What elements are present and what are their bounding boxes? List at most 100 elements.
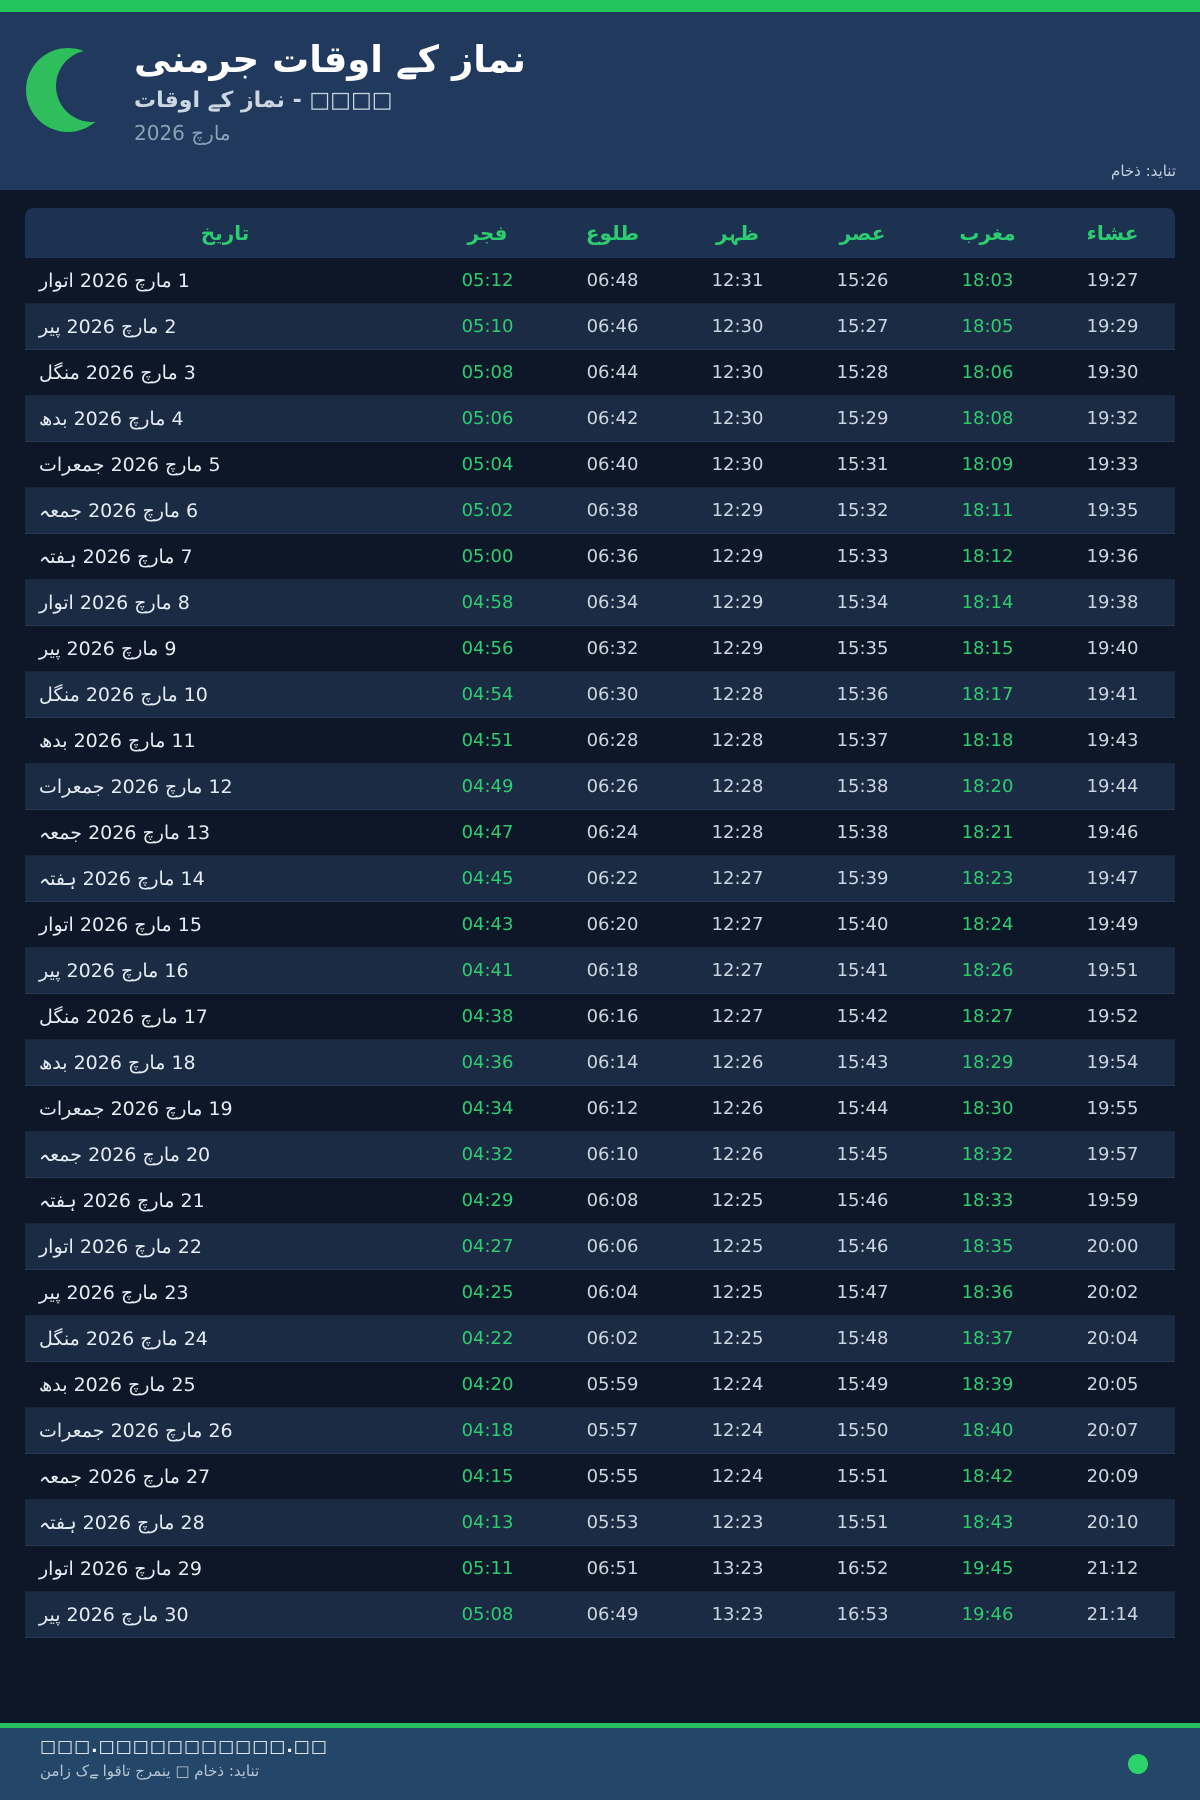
asr-time-cell: 15:39 xyxy=(836,868,889,889)
table-row: 14 مارچ 2026 ہفتہ 04:45 06:22 12:27 15:39 18:… xyxy=(25,856,1175,902)
zuhr-time-cell: 12:25 xyxy=(711,1328,764,1349)
date-cell: 14 مارچ 2026 ہفتہ xyxy=(39,867,205,890)
sunrise-time-cell: 06:49 xyxy=(586,1604,639,1625)
asr-time-cell: 15:33 xyxy=(836,546,889,567)
date-cell: 3 مارچ 2026 منگل xyxy=(39,361,196,384)
maghrib-time-cell: 18:39 xyxy=(961,1374,1014,1395)
zuhr-time-cell: 12:30 xyxy=(711,362,764,383)
asr-time-cell: 15:40 xyxy=(836,914,889,935)
table-row: 7 مارچ 2026 ہفتہ 05:00 06:36 12:29 15:33 18:1… xyxy=(25,534,1175,580)
date-cell: 25 مارچ 2026 بدھ xyxy=(39,1373,196,1396)
asr-time-cell: 15:38 xyxy=(836,776,889,797)
asr-time-cell: 16:52 xyxy=(836,1558,889,1579)
sunrise-time-cell: 06:16 xyxy=(586,1006,639,1027)
date-cell: 5 مارچ 2026 جمعرات xyxy=(39,453,221,476)
sunrise-time-cell: 06:48 xyxy=(586,270,639,291)
table-row: 29 مارچ 2026 اتوار 05:11 06:51 13:23 16:52 19… xyxy=(25,1546,1175,1592)
zuhr-time-cell: 12:28 xyxy=(711,822,764,843)
table-row: 11 مارچ 2026 بدھ 04:51 06:28 12:28 15:37 18:1… xyxy=(25,718,1175,764)
isha-time-cell: 20:07 xyxy=(1086,1420,1139,1441)
asr-time-cell: 15:43 xyxy=(836,1052,889,1073)
date-cell: 2 مارچ 2026 پیر xyxy=(39,315,177,338)
isha-time-cell: 19:51 xyxy=(1086,960,1139,981)
maghrib-time-cell: 18:06 xyxy=(961,362,1014,383)
maghrib-time-cell: 18:21 xyxy=(961,822,1014,843)
maghrib-time-cell: 18:23 xyxy=(961,868,1014,889)
maghrib-time-cell: 18:32 xyxy=(961,1144,1014,1165)
date-cell: 23 مارچ 2026 پیر xyxy=(39,1281,189,1304)
date-cell: 8 مارچ 2026 اتوار xyxy=(39,591,190,614)
fajr-time-cell: 04:51 xyxy=(461,730,514,751)
crescent-moon-icon xyxy=(26,46,128,138)
zuhr-time-cell: 12:23 xyxy=(711,1512,764,1533)
asr-time-cell: 15:51 xyxy=(836,1512,889,1533)
maghrib-time-cell: 18:40 xyxy=(961,1420,1014,1441)
date-cell: 18 مارچ 2026 بدھ xyxy=(39,1051,196,1074)
sunrise-time-cell: 06:08 xyxy=(586,1190,639,1211)
fajr-time-cell: 04:22 xyxy=(461,1328,514,1349)
zuhr-time-cell: 12:31 xyxy=(711,270,764,291)
zuhr-time-cell: 12:29 xyxy=(711,500,764,521)
zuhr-time-cell: 12:26 xyxy=(711,1052,764,1073)
sunrise-time-cell: 06:34 xyxy=(586,592,639,613)
zuhr-time-cell: 13:23 xyxy=(711,1558,764,1579)
asr-time-cell: 15:50 xyxy=(836,1420,889,1441)
fajr-time-cell: 04:47 xyxy=(461,822,514,843)
table-row: 30 مارچ 2026 پیر 05:08 06:49 13:23 16:53 19:4… xyxy=(25,1592,1175,1638)
fajr-time-cell: 04:45 xyxy=(461,868,514,889)
sunrise-time-cell: 06:10 xyxy=(586,1144,639,1165)
isha-time-cell: 19:40 xyxy=(1086,638,1139,659)
fajr-time-cell: 04:43 xyxy=(461,914,514,935)
asr-time-cell: 15:35 xyxy=(836,638,889,659)
zuhr-time-cell: 12:29 xyxy=(711,546,764,567)
date-cell: 13 مارچ 2026 جمعہ xyxy=(39,821,211,844)
table-row: 4 مارچ 2026 بدھ 05:06 06:42 12:30 15:29 18:08… xyxy=(25,396,1175,442)
asr-time-cell: 15:28 xyxy=(836,362,889,383)
zuhr-time-cell: 12:27 xyxy=(711,868,764,889)
maghrib-time-cell: 18:27 xyxy=(961,1006,1014,1027)
sunrise-time-cell: 06:20 xyxy=(586,914,639,935)
table-row: 6 مارچ 2026 جمعہ 05:02 06:38 12:29 15:32 18:1… xyxy=(25,488,1175,534)
isha-time-cell: 19:30 xyxy=(1086,362,1139,383)
isha-time-cell: 20:00 xyxy=(1086,1236,1139,1257)
sunrise-time-cell: 06:46 xyxy=(586,316,639,337)
date-cell: 28 مارچ 2026 ہفتہ xyxy=(39,1511,205,1534)
fajr-time-cell: 05:02 xyxy=(461,500,514,521)
column-header-date: تاریخ xyxy=(200,221,250,245)
isha-time-cell: 20:10 xyxy=(1086,1512,1139,1533)
fajr-time-cell: 04:18 xyxy=(461,1420,514,1441)
date-cell: 24 مارچ 2026 منگل xyxy=(39,1327,208,1350)
asr-time-cell: 15:29 xyxy=(836,408,889,429)
month-year-label: مارچ 2026 xyxy=(134,121,231,146)
zuhr-time-cell: 12:29 xyxy=(711,638,764,659)
zuhr-time-cell: 12:28 xyxy=(711,684,764,705)
fajr-time-cell: 04:20 xyxy=(461,1374,514,1395)
zuhr-time-cell: 12:24 xyxy=(711,1466,764,1487)
zuhr-time-cell: 12:24 xyxy=(711,1374,764,1395)
maghrib-time-cell: 18:12 xyxy=(961,546,1014,567)
fajr-time-cell: 05:06 xyxy=(461,408,514,429)
table-row: 3 مارچ 2026 منگل 05:08 06:44 12:30 15:28 18:0… xyxy=(25,350,1175,396)
date-cell: 1 مارچ 2026 اتوار xyxy=(39,269,190,292)
zuhr-time-cell: 12:26 xyxy=(711,1144,764,1165)
sunrise-time-cell: 06:36 xyxy=(586,546,639,567)
asr-time-cell: 15:46 xyxy=(836,1190,889,1211)
date-cell: 29 مارچ 2026 اتوار xyxy=(39,1557,202,1580)
maghrib-time-cell: 18:30 xyxy=(961,1098,1014,1119)
asr-time-cell: 15:34 xyxy=(836,592,889,613)
maghrib-time-cell: 18:08 xyxy=(961,408,1014,429)
fajr-time-cell: 04:54 xyxy=(461,684,514,705)
maghrib-time-cell: 18:37 xyxy=(961,1328,1014,1349)
zuhr-time-cell: 12:24 xyxy=(711,1420,764,1441)
column-header-asr: عصر xyxy=(839,221,886,245)
isha-time-cell: 21:12 xyxy=(1086,1558,1139,1579)
isha-time-cell: 19:27 xyxy=(1086,270,1139,291)
page-header: نماز کے اوقات جرمنی □□□□ - نماز کے اوقات… xyxy=(0,12,1200,190)
website-label: □□□.□□□□□□□□□□□.□□ xyxy=(40,1737,328,1757)
date-cell: 7 مارچ 2026 ہفتہ xyxy=(39,545,193,568)
table-row: 18 مارچ 2026 بدھ 04:36 06:14 12:26 15:43 18:2… xyxy=(25,1040,1175,1086)
fajr-time-cell: 04:32 xyxy=(461,1144,514,1165)
fajr-time-cell: 04:34 xyxy=(461,1098,514,1119)
sunrise-time-cell: 06:51 xyxy=(586,1558,639,1579)
isha-time-cell: 19:57 xyxy=(1086,1144,1139,1165)
